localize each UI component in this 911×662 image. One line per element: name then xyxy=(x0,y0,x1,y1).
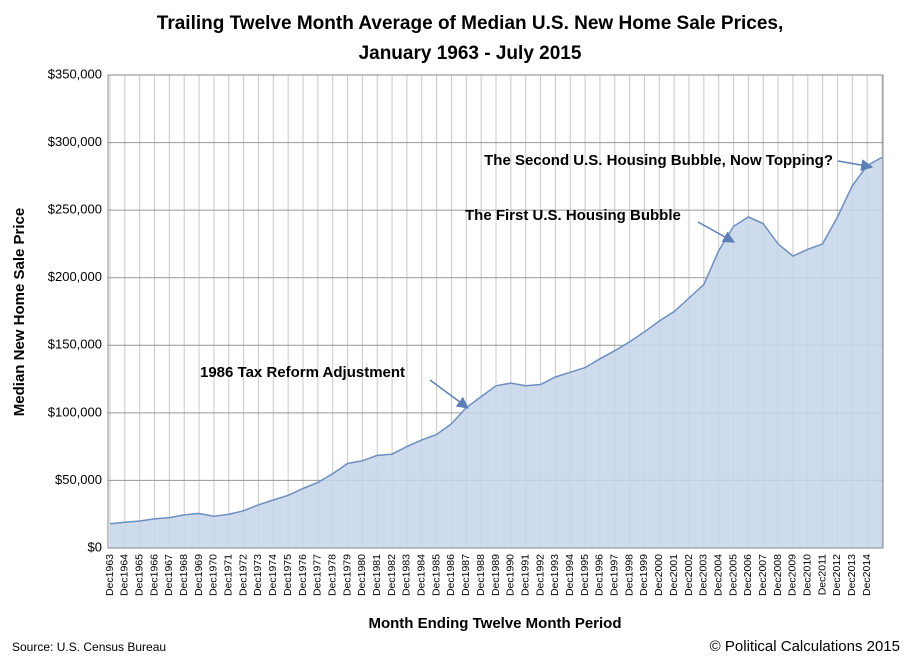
chart-title: Trailing Twelve Month Average of Median … xyxy=(157,13,783,34)
x-tick-label: Dec1987 xyxy=(460,554,472,596)
x-tick-label: Dec2002 xyxy=(683,554,695,596)
x-tick-label: Dec2012 xyxy=(831,554,843,596)
x-tick-label: Dec1981 xyxy=(371,554,383,596)
x-tick-label: Dec1978 xyxy=(326,554,338,596)
x-tick-label: Dec1980 xyxy=(356,554,368,596)
x-tick-label: Dec2010 xyxy=(802,554,814,596)
x-tick-label: Dec2001 xyxy=(668,554,680,596)
x-tick-label: Dec1973 xyxy=(252,554,264,596)
line xyxy=(109,156,883,525)
y-tick-label: $300,000 xyxy=(48,134,102,149)
x-tick-label: Dec2014 xyxy=(861,554,873,596)
area xyxy=(110,157,882,548)
x-tick-label: Dec1986 xyxy=(445,554,457,596)
y-axis-title: Median New Home Sale Price xyxy=(11,208,28,416)
plot-border xyxy=(107,74,884,549)
x-tick-label: Dec1990 xyxy=(505,554,517,596)
y-tick-label: $200,000 xyxy=(48,269,102,284)
x-tick-label: Dec1979 xyxy=(341,554,353,596)
x-tick-label: Dec1988 xyxy=(475,554,487,596)
annotation: The Second U.S. Housing Bubble, Now Topp… xyxy=(484,152,833,169)
x-tick-label: Dec1967 xyxy=(163,554,175,596)
x-tick-label: Dec1985 xyxy=(430,554,442,596)
x-tick-label: Dec2008 xyxy=(772,554,784,596)
x-tick-label: Dec2009 xyxy=(787,554,799,596)
x-tick-label: Dec2005 xyxy=(727,554,739,596)
y-tick-label: $150,000 xyxy=(48,337,102,352)
y-tick-label: $50,000 xyxy=(55,472,102,487)
x-tick-label: Dec1995 xyxy=(579,554,591,596)
annotation: The First U.S. Housing Bubble xyxy=(465,207,681,224)
x-tick-label: Dec1966 xyxy=(148,554,160,596)
x-tick-label: Dec1974 xyxy=(267,554,279,596)
x-tick-label: Dec1964 xyxy=(119,554,131,596)
y-tick-label: $350,000 xyxy=(48,66,102,81)
x-tick-label: Dec1984 xyxy=(416,554,428,596)
annotation-arrow xyxy=(697,221,736,243)
x-tick-label: Dec1999 xyxy=(638,554,650,596)
chart-title: January 1963 - July 2015 xyxy=(359,43,582,64)
x-tick-label: Dec1971 xyxy=(223,554,235,596)
x-tick-label: Dec1970 xyxy=(208,554,220,596)
credit: © Political Calculations 2015 xyxy=(710,638,900,655)
x-tick-label: Dec1976 xyxy=(297,554,309,596)
x-tick-label: Dec1997 xyxy=(609,554,621,596)
x-tick-label: Dec1975 xyxy=(282,554,294,596)
x-tick-label: Dec1977 xyxy=(312,554,324,596)
x-tick-label: Dec2013 xyxy=(846,554,858,596)
x-tick-label: Dec1989 xyxy=(490,554,502,596)
y-tick-label: $250,000 xyxy=(48,202,102,217)
x-tick-label: Dec2003 xyxy=(698,554,710,596)
source: Source: U.S. Census Bureau xyxy=(12,640,166,654)
x-tick-label: Dec2004 xyxy=(712,554,724,596)
x-tick-label: Dec2007 xyxy=(757,554,769,596)
x-tick-label: Dec1994 xyxy=(564,554,576,596)
x-tick-label: Dec1991 xyxy=(519,554,531,596)
x-tick-label: Dec1968 xyxy=(178,554,190,596)
x-axis-title: Month Ending Twelve Month Period xyxy=(368,615,621,632)
annotation-arrow xyxy=(429,379,469,409)
x-tick-label: Dec1982 xyxy=(386,554,398,596)
x-tick-label: Dec1998 xyxy=(623,554,635,596)
x-tick-label: Dec1963 xyxy=(104,554,116,596)
y-tick-label: $100,000 xyxy=(48,404,102,419)
x-tick-label: Dec1969 xyxy=(193,554,205,596)
x-tick-label: Dec1993 xyxy=(549,554,561,596)
x-tick-label: Dec1965 xyxy=(133,554,145,596)
x-tick-label: Dec2006 xyxy=(742,554,754,596)
y-tick-label: $0 xyxy=(88,539,102,554)
annotation: 1986 Tax Reform Adjustment xyxy=(200,364,405,381)
annotation-arrow xyxy=(837,159,874,172)
x-tick-label: Dec1996 xyxy=(594,554,606,596)
x-tick-label: Dec1972 xyxy=(237,554,249,596)
x-tick-label: Dec1983 xyxy=(401,554,413,596)
x-tick-label: Dec1992 xyxy=(534,554,546,596)
x-tick-label: Dec2000 xyxy=(653,554,665,596)
x-tick-label: Dec2011 xyxy=(816,554,828,595)
